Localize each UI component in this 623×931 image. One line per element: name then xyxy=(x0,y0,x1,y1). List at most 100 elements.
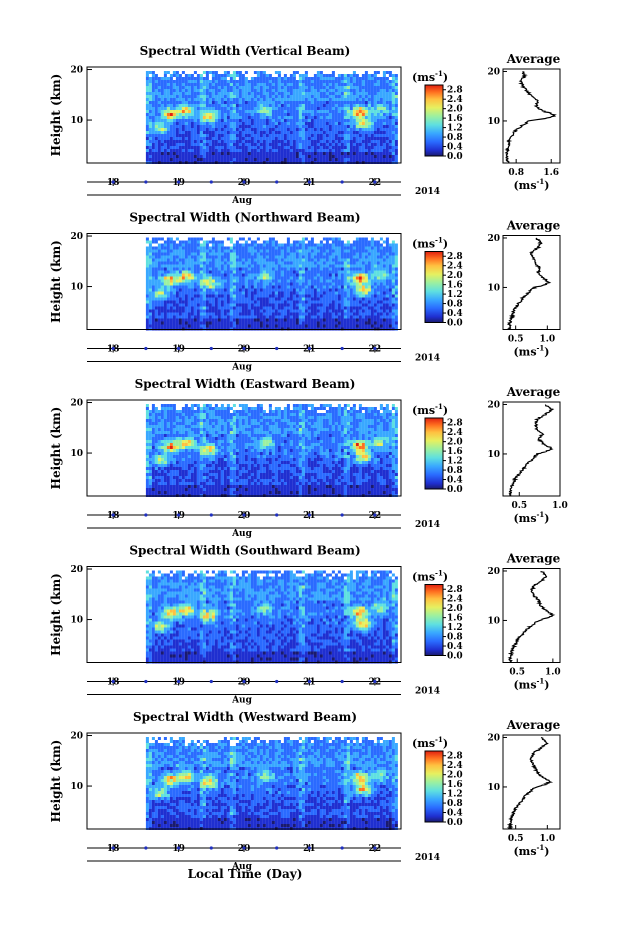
heatmap-cell xyxy=(238,113,242,116)
heatmap-cell xyxy=(175,288,179,292)
heatmap-cell xyxy=(370,158,374,161)
heatmap-cell xyxy=(172,252,176,256)
heatmap-cell xyxy=(154,261,158,265)
heatmap-cell xyxy=(253,77,257,80)
heatmap-cell xyxy=(346,92,350,95)
heatmap-cell xyxy=(241,86,245,89)
heatmap-cell xyxy=(157,110,161,113)
heatmap-cell xyxy=(292,116,296,119)
heatmap-cell xyxy=(178,294,182,298)
heatmap-cell xyxy=(211,134,215,137)
heatmap-cell xyxy=(349,113,353,116)
heatmap-cell xyxy=(196,83,200,86)
heatmap-cell xyxy=(268,158,272,161)
heatmap-cell xyxy=(337,83,341,86)
heatmap-cell xyxy=(181,258,185,262)
heatmap-cell xyxy=(199,261,203,265)
heatmap-cell xyxy=(316,246,320,250)
heatmap-cell xyxy=(205,110,209,113)
heatmap-cell xyxy=(184,86,188,89)
heatmap-cell xyxy=(343,321,347,325)
heatmap-cell xyxy=(232,261,236,265)
heatmap-cell xyxy=(298,119,302,122)
heatmap-cell xyxy=(160,140,164,143)
heatmap-cell xyxy=(373,324,377,328)
heatmap-cell xyxy=(355,270,359,274)
heatmap-cell xyxy=(181,155,185,158)
heatmap-cell xyxy=(214,282,218,286)
heatmap-cell xyxy=(319,158,323,161)
heatmap-cell xyxy=(190,158,194,161)
heatmap-cell xyxy=(382,252,386,256)
heatmap-cell xyxy=(244,125,248,128)
heatmap-cell xyxy=(256,300,260,304)
heatmap-cell xyxy=(145,261,149,265)
heatmap-cell xyxy=(238,119,242,122)
heatmap-cell xyxy=(151,107,155,110)
heatmap-cell xyxy=(205,294,209,298)
heatmap-cell xyxy=(208,137,212,140)
heatmap-cell xyxy=(310,249,314,253)
heatmap-cell xyxy=(238,267,242,271)
heatmap-cell xyxy=(274,107,278,110)
heatmap-cell xyxy=(169,264,173,268)
heatmap-cell xyxy=(199,255,203,259)
heatmap-cell xyxy=(388,155,392,158)
heatmap-cell xyxy=(379,303,383,307)
heatmap-cell xyxy=(154,300,158,304)
heatmap-cell xyxy=(346,119,350,122)
heatmap-cell xyxy=(316,294,320,298)
heatmap-cell xyxy=(292,131,296,134)
heatmap-cell xyxy=(232,297,236,301)
heatmap-cell xyxy=(373,158,377,161)
heatmap-cell xyxy=(316,131,320,134)
heatmap-cell xyxy=(175,125,179,128)
heatmap-cell xyxy=(283,101,287,104)
heatmap-cell xyxy=(145,285,149,289)
heatmap-cell xyxy=(262,282,266,286)
heatmap-cell xyxy=(166,77,170,80)
heatmap-cell xyxy=(379,80,383,83)
heatmap-cell xyxy=(319,149,323,152)
heatmap-cell xyxy=(328,128,332,131)
heatmap-cell xyxy=(175,98,179,101)
heatmap-cell xyxy=(241,297,245,301)
heatmap-cell xyxy=(241,315,245,319)
heatmap-cell xyxy=(388,128,392,131)
heatmap-cell xyxy=(370,279,374,283)
heatmap-cell xyxy=(313,119,317,122)
heatmap-cell xyxy=(292,306,296,310)
heatmap-cell xyxy=(229,137,233,140)
heatmap-cell xyxy=(349,104,353,107)
heatmap-cell xyxy=(394,110,398,113)
heatmap-cell xyxy=(223,303,227,307)
heatmap-cell xyxy=(181,261,185,265)
heatmap-cell xyxy=(364,285,368,289)
heatmap-cell xyxy=(151,240,155,244)
heatmap-cell xyxy=(358,273,362,277)
heatmap-cell xyxy=(310,92,314,95)
heatmap-cell xyxy=(265,318,269,322)
heatmap-cell xyxy=(304,258,308,262)
heatmap-cell xyxy=(226,264,230,268)
heatmap-cell xyxy=(328,252,332,256)
heatmap-cell xyxy=(178,143,182,146)
heatmap-cell xyxy=(262,309,266,313)
heatmap-cell xyxy=(340,318,344,322)
heatmap-cell xyxy=(295,279,299,283)
heatmap-cell xyxy=(322,131,326,134)
heatmap-cell xyxy=(277,303,281,307)
heatmap-cell xyxy=(217,83,221,86)
heatmap-cell xyxy=(325,252,329,256)
average-profile-line xyxy=(504,71,557,164)
heatmap-cell xyxy=(193,71,197,74)
heatmap-cell xyxy=(196,134,200,137)
heatmap-cell xyxy=(154,267,158,271)
heatmap-cell xyxy=(196,315,200,319)
heatmap-cell xyxy=(304,125,308,128)
heatmap-cell xyxy=(346,321,350,325)
heatmap-cell xyxy=(163,324,167,328)
heatmap-cell xyxy=(379,276,383,280)
heatmap-cell xyxy=(379,104,383,107)
heatmap-cell xyxy=(172,279,176,283)
